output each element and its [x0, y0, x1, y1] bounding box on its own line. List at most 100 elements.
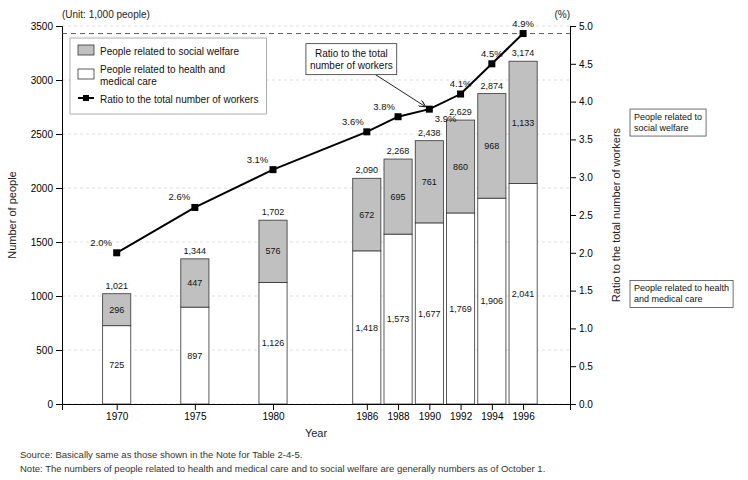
y-tick-label: 3500 — [31, 21, 54, 32]
y-tick-label: 500 — [36, 345, 53, 356]
x-tick-label: 1992 — [450, 411, 473, 422]
text-line: Ratio to the total number of workers — [100, 94, 258, 105]
x-tick-mark — [398, 404, 399, 410]
x-axis-title: Year — [305, 427, 328, 439]
legend-label: People related to health andmedical care — [100, 64, 225, 87]
y2-tick: 3.0 — [570, 172, 593, 183]
chart-container: 1970197519801986198819901992199419960500… — [0, 0, 748, 480]
marker — [191, 204, 198, 211]
annotation-arrow — [376, 75, 426, 107]
y-tick-mark — [56, 296, 62, 297]
data-label: 447 — [187, 278, 202, 288]
unit-label: (Unit: 1,000 people) — [62, 9, 150, 20]
note-text: Note: The numbers of people related to h… — [20, 463, 545, 474]
bar — [103, 326, 131, 404]
data-label: 1,418 — [356, 323, 379, 333]
y-tick: 2500 — [31, 129, 62, 140]
y2-tick: 1.5 — [570, 285, 593, 296]
total-label: 2,438 — [418, 128, 441, 138]
segment-label: People related tosocial welfare — [630, 109, 706, 136]
y-tick-mark — [56, 350, 62, 351]
data-label: 2.6% — [169, 191, 191, 202]
text-line: Ratio to the total — [315, 48, 388, 59]
x-tick-label: 1988 — [387, 411, 410, 422]
x-tick: 1994 — [481, 404, 504, 422]
y2-tick-mark — [570, 177, 576, 178]
grid-line — [62, 26, 570, 27]
y2-tick-label: 1.0 — [579, 323, 593, 334]
y-axis: 0500100015002000250030003500 — [31, 21, 63, 410]
data-label: 1,133 — [512, 118, 535, 128]
x-tick-label: 1980 — [262, 411, 285, 422]
bar — [447, 213, 475, 404]
legend-item: Ratio to the total number of workers — [78, 94, 258, 105]
y-tick-mark — [56, 26, 62, 27]
y2-tick: 1.0 — [570, 323, 593, 334]
plot: 1970197519801986198819901992199419960500… — [6, 9, 733, 439]
reference-line — [62, 33, 570, 34]
total-label: 2,629 — [449, 107, 472, 117]
bar — [415, 223, 443, 404]
unit-label: (%) — [554, 9, 570, 20]
bar — [353, 178, 381, 251]
text-line: People related to health — [634, 283, 729, 293]
y2-tick-mark — [570, 64, 576, 65]
bar — [384, 159, 412, 234]
x-tick-mark — [367, 404, 368, 410]
legend-label: People related to social welfare — [100, 46, 239, 57]
y2-tick-mark — [570, 366, 576, 367]
data-label: 1,906 — [481, 296, 504, 306]
y-tick-label: 2500 — [31, 129, 54, 140]
total-label: 2,090 — [356, 165, 379, 175]
x-tick: 1996 — [512, 404, 535, 422]
segment-label-box — [630, 109, 706, 136]
bar — [353, 251, 381, 404]
y2-tick-label: 4.5 — [579, 59, 593, 70]
x-tick-mark — [523, 404, 524, 410]
marker — [363, 128, 370, 135]
data-label: 725 — [109, 360, 124, 370]
y-tick: 1000 — [31, 291, 62, 302]
x-tick: 1980 — [262, 404, 285, 422]
data-label: 897 — [187, 351, 202, 361]
y-tick: 3500 — [31, 21, 62, 32]
legend-box — [70, 38, 266, 114]
y2-tick: 5.0 — [570, 21, 593, 32]
y2-tick: 4.0 — [570, 96, 593, 107]
y-tick-mark — [56, 80, 62, 81]
bar — [103, 294, 131, 326]
text-line: People related to health and — [100, 64, 225, 75]
y-tick-label: 2000 — [31, 183, 54, 194]
y2-tick: 2.0 — [570, 248, 593, 259]
y2-axis-title: Ratio to the total number of workers — [610, 127, 622, 302]
y2-tick: 4.5 — [570, 59, 593, 70]
y2-axis: 0.00.51.01.52.02.53.03.54.04.55.0 — [570, 21, 593, 410]
y2-tick-label: 3.5 — [579, 134, 593, 145]
y2-tick-mark — [570, 404, 576, 405]
text-line: number of workers — [310, 60, 393, 71]
y2-axis-line — [571, 27, 577, 405]
annotation-box — [306, 44, 397, 75]
x-tick-mark — [461, 404, 462, 410]
y2-tick: 3.5 — [570, 134, 593, 145]
y2-tick-mark — [570, 291, 576, 292]
legend-swatch — [83, 95, 89, 101]
bar — [259, 282, 287, 404]
data-label: 1,573 — [387, 314, 410, 324]
total-label: 2,268 — [387, 146, 410, 156]
total-label: 3,174 — [512, 48, 535, 58]
x-tick-label: 1986 — [356, 411, 379, 422]
legend-item: People related to health andmedical care — [78, 64, 225, 87]
legend-item: People related to social welfare — [78, 45, 239, 57]
marker — [457, 91, 464, 98]
data-label: 4.9% — [512, 18, 534, 29]
legend-swatch — [78, 69, 94, 79]
data-label: 860 — [453, 162, 468, 172]
x-tick-mark — [195, 404, 196, 410]
legend-label: Ratio to the total number of workers — [100, 94, 258, 105]
y2-tick-mark — [570, 26, 576, 27]
data-label: 761 — [422, 177, 437, 187]
x-axis: 197019751980198619881990199219941996 — [63, 404, 571, 422]
bar — [181, 259, 209, 307]
x-tick: 1986 — [356, 404, 379, 422]
